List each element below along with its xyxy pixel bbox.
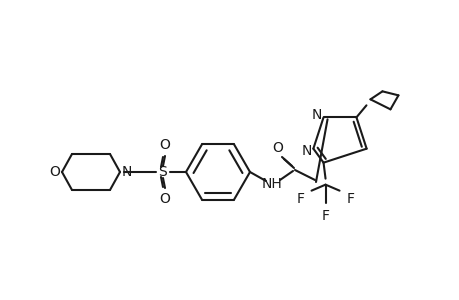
- Text: F: F: [296, 192, 304, 206]
- Text: O: O: [272, 141, 283, 155]
- Text: O: O: [159, 192, 170, 206]
- Text: N: N: [301, 144, 311, 158]
- Text: NH: NH: [261, 177, 282, 191]
- Text: O: O: [50, 165, 60, 179]
- Text: F: F: [346, 192, 354, 206]
- Text: N: N: [311, 108, 321, 122]
- Text: O: O: [159, 138, 170, 152]
- Text: S: S: [158, 165, 167, 179]
- Text: N: N: [122, 165, 132, 179]
- Text: F: F: [321, 209, 329, 223]
